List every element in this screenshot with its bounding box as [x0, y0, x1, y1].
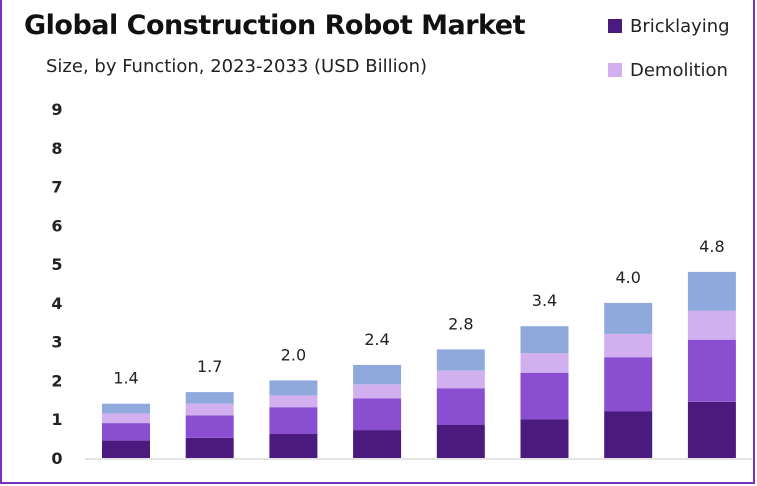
- bar-segment: [520, 419, 569, 458]
- legend-item-demolition: Demolition: [608, 58, 730, 82]
- legend: Bricklaying Demolition: [608, 14, 730, 102]
- y-tick-label: 2: [51, 371, 62, 390]
- legend-item-bricklaying: Bricklaying: [608, 14, 730, 38]
- legend-swatch-demolition: [608, 63, 622, 77]
- y-tick-label: 9: [51, 100, 62, 119]
- bar-segment: [687, 310, 736, 340]
- bar-segment: [353, 384, 402, 399]
- bar-total-label: 2.8: [448, 314, 473, 333]
- bar-segment: [436, 370, 485, 389]
- bar-segment: [604, 333, 653, 358]
- legend-swatch-bricklaying: [608, 19, 622, 33]
- bar-segment: [604, 357, 653, 412]
- bar-total-label: 1.7: [197, 357, 222, 376]
- y-tick-label: 0: [51, 449, 62, 468]
- legend-label-bricklaying: Bricklaying: [630, 15, 730, 37]
- chart-title: Global Construction Robot Market: [24, 10, 525, 41]
- bar-segment: [353, 430, 402, 458]
- bar-segment: [687, 401, 736, 458]
- bar-segment: [269, 395, 318, 408]
- bar-segment: [520, 372, 569, 420]
- bar-segment: [353, 398, 402, 431]
- bar-segment: [269, 434, 318, 458]
- bar-segment: [185, 403, 234, 416]
- bar-segment: [436, 349, 485, 371]
- bar-total-label: 1.4: [113, 369, 138, 388]
- y-tick-label: 4: [51, 294, 62, 313]
- bar-segment: [269, 380, 318, 396]
- bar-segment: [520, 353, 569, 373]
- bar-total-label: 3.4: [532, 291, 557, 310]
- bar-segment: [353, 364, 402, 385]
- bar-segment: [102, 413, 150, 424]
- bar-segment: [102, 440, 150, 458]
- y-tick-label: 1: [51, 410, 62, 429]
- bar-segment: [604, 411, 653, 458]
- bar-segment: [604, 302, 653, 334]
- bar-segment: [520, 326, 569, 354]
- bar-total-label: 4.0: [615, 268, 640, 287]
- bar-segment: [436, 388, 485, 425]
- y-tick-label: 7: [51, 178, 62, 197]
- bar-total-label: 2.4: [364, 330, 389, 349]
- bar-segment: [185, 415, 234, 438]
- bar-segment: [687, 271, 736, 311]
- chart-subtitle: Size, by Function, 2023-2033 (USD Billio…: [46, 56, 428, 77]
- bar-segment: [185, 392, 234, 404]
- y-tick-label: 5: [51, 255, 62, 274]
- bar-segment: [102, 423, 150, 441]
- bar-segment: [102, 403, 150, 414]
- bar-segment: [269, 407, 318, 434]
- bar-segment: [436, 425, 485, 458]
- bar-total-label: 4.8: [699, 237, 724, 256]
- y-tick-label: 6: [51, 216, 62, 235]
- y-tick-label: 8: [51, 139, 62, 158]
- legend-label-demolition: Demolition: [630, 59, 728, 81]
- y-tick-label: 3: [51, 333, 62, 352]
- bar-segment: [687, 339, 736, 402]
- bar-segment: [185, 437, 234, 458]
- bar-total-label: 2.0: [281, 345, 306, 364]
